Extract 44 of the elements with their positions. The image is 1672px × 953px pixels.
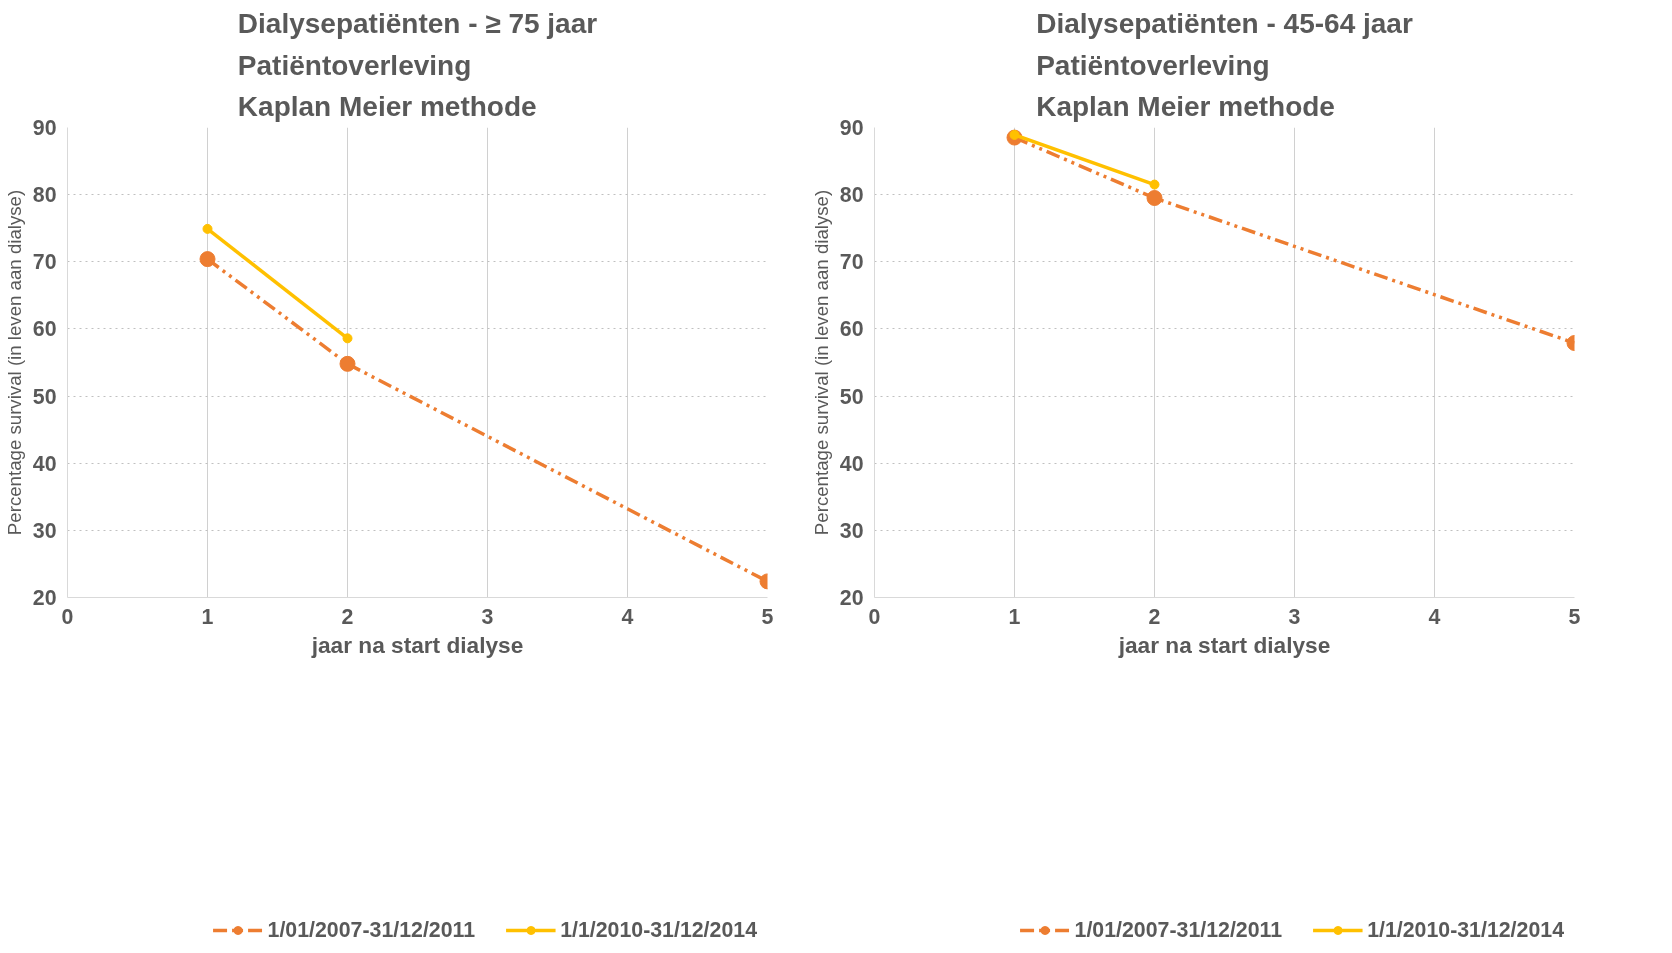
x-tick-label: 2 (1148, 604, 1161, 629)
chart-title: Dialysepatiënten - 45-64 jaar Patiëntoverleving Kaplan Meier methode (1036, 7, 1413, 123)
y-tick-label: 20 (839, 586, 864, 610)
y-tick-label: 90 (32, 116, 57, 140)
y-tick-label: 50 (839, 384, 864, 409)
x-tick-label: 1 (1008, 604, 1021, 629)
chart-title: Dialysepatiënten - ≥ 75 jaar Patiëntoverleving Kaplan Meier methode (237, 7, 598, 123)
y-tick-label: 70 (32, 250, 57, 275)
y-tick-label: 30 (32, 518, 57, 543)
y-tick-label: 20 (32, 586, 57, 610)
x-tick-label: 0 (61, 604, 74, 629)
x-tick-label: 4 (1428, 604, 1441, 629)
y-tick-label: 40 (839, 451, 864, 476)
x-tick-label: 1 (201, 604, 214, 629)
point (1149, 179, 1160, 190)
x-tick-label: 3 (481, 604, 494, 629)
legend-label: 1/01/2007-31/12/2011 (1074, 917, 1283, 943)
y-tick-label: 70 (839, 250, 864, 275)
y-tick-label: 80 (32, 183, 57, 208)
y-tick-label: 30 (839, 518, 864, 543)
point (202, 223, 213, 234)
x-tick-label: 3 (1288, 604, 1301, 629)
y-tick-label: 60 (32, 317, 57, 342)
x-tick-label: 0 (868, 604, 881, 629)
point (199, 251, 216, 268)
x-tick-label: 4 (621, 604, 634, 629)
x-axis-title: jaar na start dialyse (310, 631, 524, 658)
y-axis-title: Percentage survival (in leven aan dialyse) (810, 189, 832, 536)
x-tick-label: 5 (761, 604, 774, 629)
legend-label: 1/1/2010-31/12/2014 (560, 917, 757, 943)
point (342, 333, 353, 344)
y-axis-title: Percentage survival (in leven aan dialyse) (3, 189, 25, 536)
legend-label: 1/1/2010-31/12/2014 (1367, 917, 1564, 943)
y-tick-label: 50 (32, 384, 57, 409)
x-tick-label: 5 (1568, 604, 1581, 629)
x-axis-title: jaar na start dialyse (1117, 631, 1331, 658)
y-tick-label: 90 (839, 116, 864, 140)
point (1146, 190, 1163, 206)
point (339, 355, 356, 372)
x-tick-label: 2 (341, 604, 354, 629)
y-tick-label: 80 (839, 183, 864, 208)
y-tick-label: 40 (32, 451, 57, 476)
legend-label: 1/01/2007-31/12/2011 (267, 917, 476, 943)
y-tick-label: 60 (839, 317, 864, 342)
